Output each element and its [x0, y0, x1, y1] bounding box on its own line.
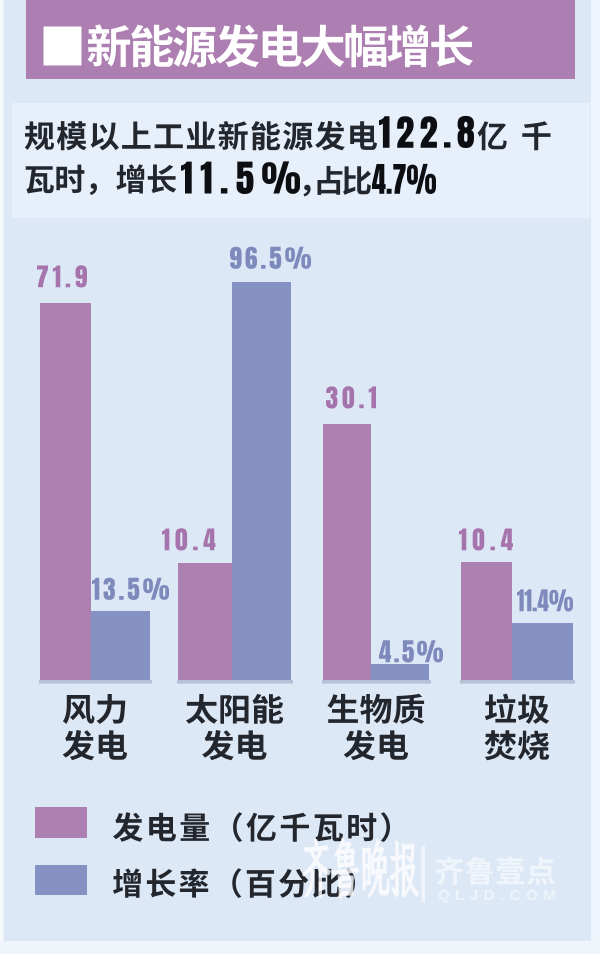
svg-text:QLJD.COM: QLJD.COM	[438, 887, 561, 904]
